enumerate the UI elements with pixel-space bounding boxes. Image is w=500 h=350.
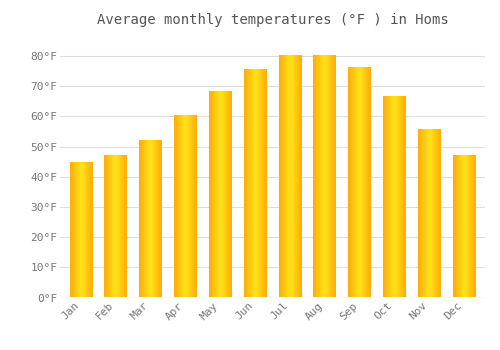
Bar bbox=[140, 141, 162, 298]
Bar bbox=[453, 156, 475, 298]
Bar bbox=[104, 156, 127, 298]
Bar bbox=[383, 97, 406, 298]
Bar bbox=[278, 56, 301, 298]
Bar bbox=[244, 70, 266, 298]
Bar bbox=[314, 56, 336, 298]
Bar bbox=[174, 117, 197, 298]
Bar bbox=[348, 68, 371, 298]
Title: Average monthly temperatures (°F ) in Homs: Average monthly temperatures (°F ) in Ho… bbox=[96, 13, 448, 27]
Bar bbox=[70, 163, 92, 298]
Bar bbox=[209, 92, 232, 298]
Bar bbox=[418, 130, 440, 298]
